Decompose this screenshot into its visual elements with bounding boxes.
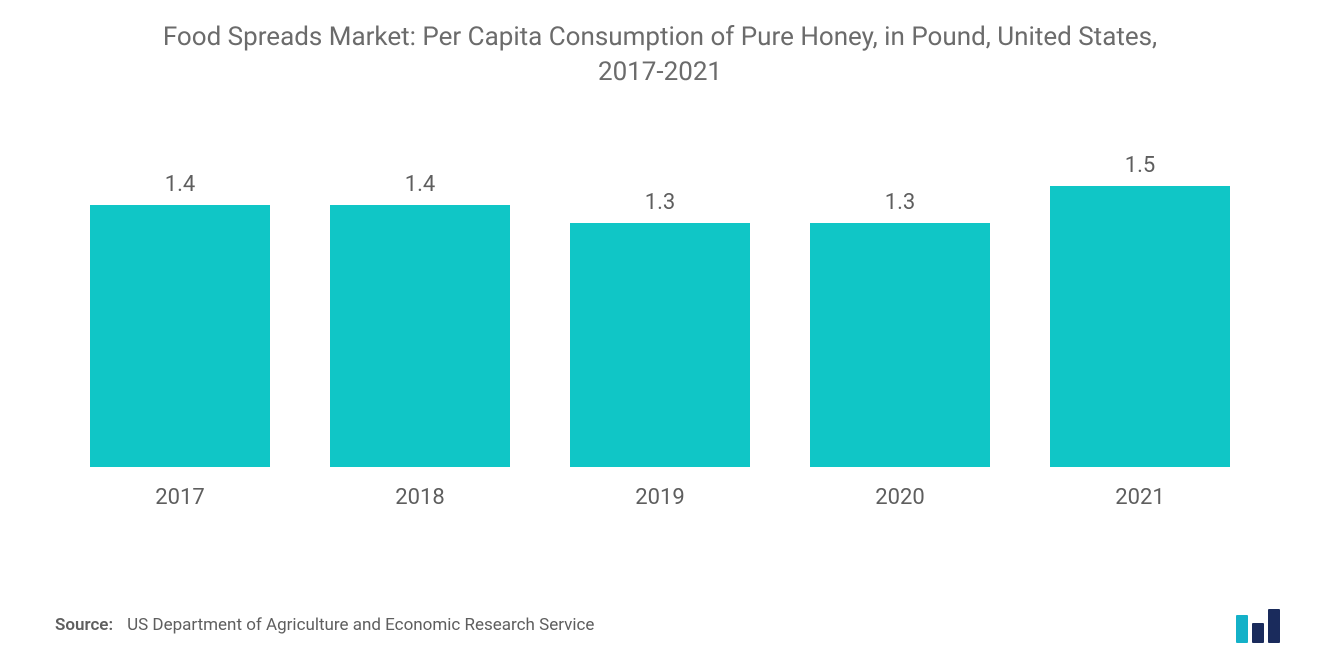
source-text: US Department of Agriculture and Economi… bbox=[127, 615, 594, 635]
bar-value-label: 1.4 bbox=[405, 172, 436, 197]
bar-wrap: 1.4 bbox=[60, 150, 300, 467]
bar bbox=[90, 205, 270, 468]
chart-container: Food Spreads Market: Per Capita Consumpt… bbox=[0, 0, 1320, 665]
logo-bar-2 bbox=[1252, 623, 1264, 643]
bar-value-label: 1.3 bbox=[645, 190, 676, 215]
chart-title: Food Spreads Market: Per Capita Consumpt… bbox=[110, 20, 1210, 90]
bar-value-label: 1.5 bbox=[1125, 153, 1156, 178]
bar-value-label: 1.3 bbox=[885, 190, 916, 215]
bar bbox=[810, 223, 990, 467]
x-axis-label: 2017 bbox=[155, 485, 204, 510]
bar-wrap: 1.4 bbox=[300, 150, 540, 467]
x-axis-label: 2020 bbox=[875, 485, 924, 510]
title-line-2: 2017-2021 bbox=[110, 55, 1210, 90]
bar-group: 1.4 2018 bbox=[300, 150, 540, 510]
bar-group: 1.3 2019 bbox=[540, 150, 780, 510]
plot-area: 1.4 2017 1.4 2018 1.3 2019 1.3 2020 1.5 2021 bbox=[40, 150, 1280, 510]
bar-group: 1.5 2021 bbox=[1020, 150, 1260, 510]
source-label: Source: bbox=[55, 615, 113, 635]
bar-group: 1.4 2017 bbox=[60, 150, 300, 510]
x-axis-label: 2021 bbox=[1115, 485, 1164, 510]
bar-value-label: 1.4 bbox=[165, 172, 196, 197]
logo-bar-1 bbox=[1236, 615, 1248, 643]
title-line-1: Food Spreads Market: Per Capita Consumpt… bbox=[110, 20, 1210, 55]
bar-wrap: 1.5 bbox=[1020, 150, 1260, 467]
logo-bar-3 bbox=[1268, 609, 1280, 643]
source-footer: Source: US Department of Agriculture and… bbox=[55, 615, 594, 635]
brand-logo bbox=[1236, 609, 1280, 643]
bar-wrap: 1.3 bbox=[780, 150, 1020, 467]
bar bbox=[330, 205, 510, 468]
x-axis-label: 2018 bbox=[395, 485, 444, 510]
bar-group: 1.3 2020 bbox=[780, 150, 1020, 510]
x-axis-label: 2019 bbox=[635, 485, 684, 510]
bar-wrap: 1.3 bbox=[540, 150, 780, 467]
bar bbox=[1050, 186, 1230, 467]
bar bbox=[570, 223, 750, 467]
